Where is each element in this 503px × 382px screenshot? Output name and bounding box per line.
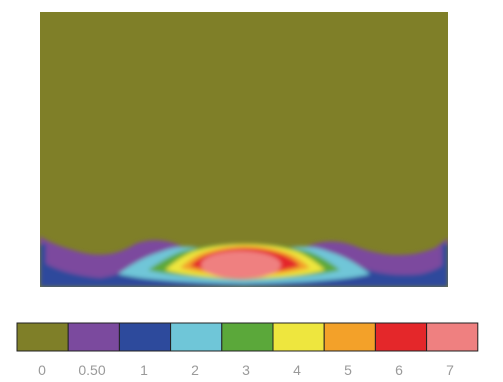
colorbar-swatch xyxy=(323,322,376,352)
colorbar-swatch xyxy=(272,322,325,352)
colorbar-swatch xyxy=(374,322,428,352)
colorbar-tick-label: 0.50 xyxy=(78,362,106,378)
colorbar-swatch xyxy=(16,322,69,352)
colorbar-swatch xyxy=(221,322,274,352)
heatmap-plot xyxy=(40,12,448,287)
colorbar-swatch xyxy=(67,322,120,352)
colorbar-tick-label: 3 xyxy=(242,362,250,378)
colorbar-tick-label: 4 xyxy=(293,362,301,378)
colorbar-swatch xyxy=(426,322,479,352)
colorbar-swatch xyxy=(170,322,223,352)
colorbar-tick-label: 2 xyxy=(191,362,199,378)
contour-1-right-edge xyxy=(442,244,448,287)
colorbar-tick-label: 5 xyxy=(344,362,352,378)
heatmap-background xyxy=(40,12,448,287)
colorbar-tick-label: 6 xyxy=(395,362,403,378)
colorbar-tick-label: 1 xyxy=(140,362,148,378)
colorbar-tick-label: 7 xyxy=(446,362,454,378)
colorbar-swatch xyxy=(118,322,172,352)
contour-7 xyxy=(201,251,281,279)
colorbar-tick-label: 0 xyxy=(38,362,46,378)
contour-1-left-edge xyxy=(40,244,46,287)
